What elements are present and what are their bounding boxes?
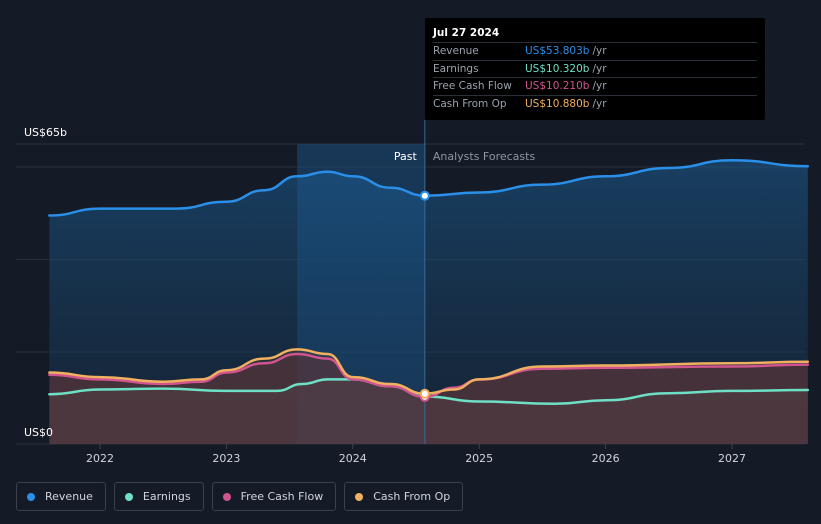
x-axis-ticks: 2022 2023 2024 2025 2026 2027 [86,444,746,465]
legend-item-earnings[interactable]: Earnings [113,482,204,511]
legend-label: Revenue [45,490,93,503]
x-tick-label: 2026 [592,452,620,465]
tooltip-unit: /yr [592,80,607,92]
legend-item-cash-from-op[interactable]: Cash From Op [344,482,464,511]
tooltip-row-cash-from-op: Cash From Op US$10.880b /yr [433,94,757,113]
earnings-dot-icon [124,492,133,501]
revenue-line [48,158,810,217]
cash-from-op-dot-icon [355,492,364,501]
tooltip-value: US$53.803b [525,45,590,57]
tooltip-markers [419,190,430,402]
revenue-dot-icon [27,492,35,501]
legend-item-free-cash-flow[interactable]: Free Cash Flow [211,482,337,511]
series-areas [49,160,808,444]
forecast-label: Analysts Forecasts [433,150,536,163]
legend-label: Cash From Op [373,490,451,503]
legend-label: Free Cash Flow [240,490,324,503]
free-cash-flow-line [48,352,810,399]
x-tick-label: 2025 [465,452,493,465]
cash-from-op-line [48,348,810,395]
x-tick-label: 2022 [86,452,114,465]
tooltip-name: Earnings [433,62,479,75]
tooltip-row-earnings: Earnings US$10.320b /yr [433,59,757,78]
past-label: Past [394,150,418,163]
tooltip-unit: /yr [592,62,607,75]
tooltip-value: US$10.880b [525,97,590,110]
legend: Revenue Earnings Free Cash Flow Cash Fro… [16,482,464,511]
revenue-marker [419,190,430,201]
cash-from-op-marker [419,388,430,399]
tooltip-value: US$10.320b [525,62,590,75]
x-tick-label: 2024 [339,452,367,465]
legend-item-revenue[interactable]: Revenue [16,482,106,511]
tooltip: Jul 27 2024 Revenue US$53.803b /yr Earni… [425,18,765,120]
tooltip-row-revenue: Revenue US$53.803b /yr [433,42,757,60]
tooltip-name: Free Cash Flow [433,80,512,92]
legend-label: Earnings [142,490,191,503]
y-axis-top-label: US$65b [24,126,67,139]
tooltip-name: Revenue [433,45,479,57]
x-tick-label: 2027 [718,452,746,465]
x-tick-label: 2023 [212,452,240,465]
tooltip-unit: /yr [592,45,607,57]
series-lines [48,158,810,406]
tooltip-date: Jul 27 2024 [433,27,500,39]
tooltip-unit: /yr [592,97,607,110]
tooltip-row-free-cash-flow: Free Cash Flow US$10.210b /yr [433,77,757,95]
y-axis-bottom-label: US$0 [24,426,53,439]
tooltip-name: Cash From Op [433,97,507,110]
free-cash-flow-dot-icon [222,492,231,501]
tooltip-value: US$10.210b [525,80,590,92]
